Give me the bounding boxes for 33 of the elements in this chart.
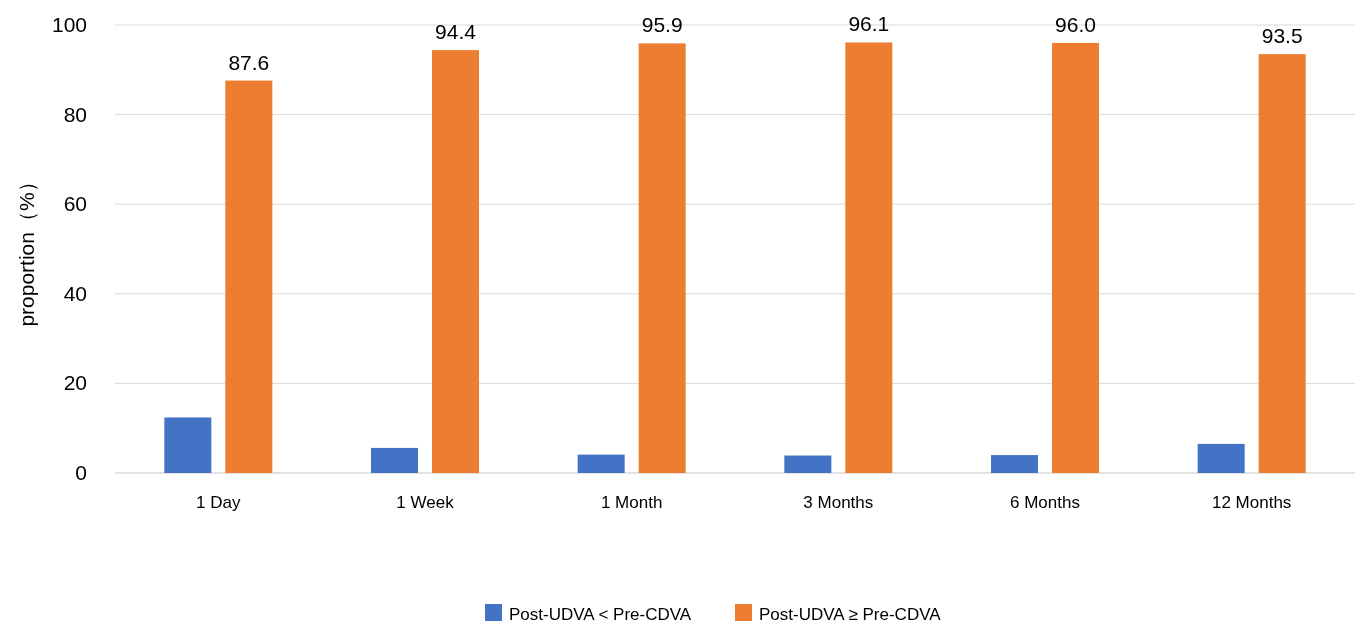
bar — [1197, 443, 1245, 473]
bar — [1052, 42, 1099, 473]
data-label: 87.6 — [228, 50, 270, 74]
y-axis-title: proportion（%） — [15, 171, 38, 327]
data-label: 94.4 — [435, 20, 477, 44]
bar — [1258, 54, 1306, 473]
data-label: 96.0 — [1055, 12, 1096, 36]
bar — [845, 42, 893, 473]
x-tick-label: 6 Months — [1010, 493, 1080, 512]
y-tick-label: 40 — [63, 281, 87, 305]
bar — [225, 80, 273, 473]
legend-label: Post-UDVA ≥ Pre-CDVA — [759, 605, 942, 624]
legend-label: Post-UDVA < Pre-CDVA — [509, 605, 692, 624]
bar — [784, 455, 832, 473]
bar — [371, 447, 418, 473]
y-tick-label: 100 — [51, 13, 87, 36]
x-tick-label: 1 Month — [600, 493, 663, 512]
y-tick-label: 80 — [63, 102, 87, 126]
y-tick-label: 0 — [75, 461, 87, 484]
data-label: 95.9 — [641, 13, 683, 37]
data-label: 96.1 — [848, 12, 890, 36]
bar — [638, 43, 686, 473]
bar — [991, 455, 1038, 473]
bar — [577, 454, 625, 473]
y-tick-label: 20 — [63, 371, 87, 395]
x-tick-label: 12 Months — [1211, 493, 1292, 512]
y-tick-label: 60 — [63, 192, 87, 216]
x-tick-label: 3 Months — [803, 493, 874, 512]
bar — [432, 50, 479, 473]
x-tick-label: 1 Week — [396, 493, 455, 512]
bar — [164, 417, 212, 473]
x-tick-label: 1 Day — [196, 493, 242, 512]
data-label: 93.5 — [1261, 24, 1303, 48]
